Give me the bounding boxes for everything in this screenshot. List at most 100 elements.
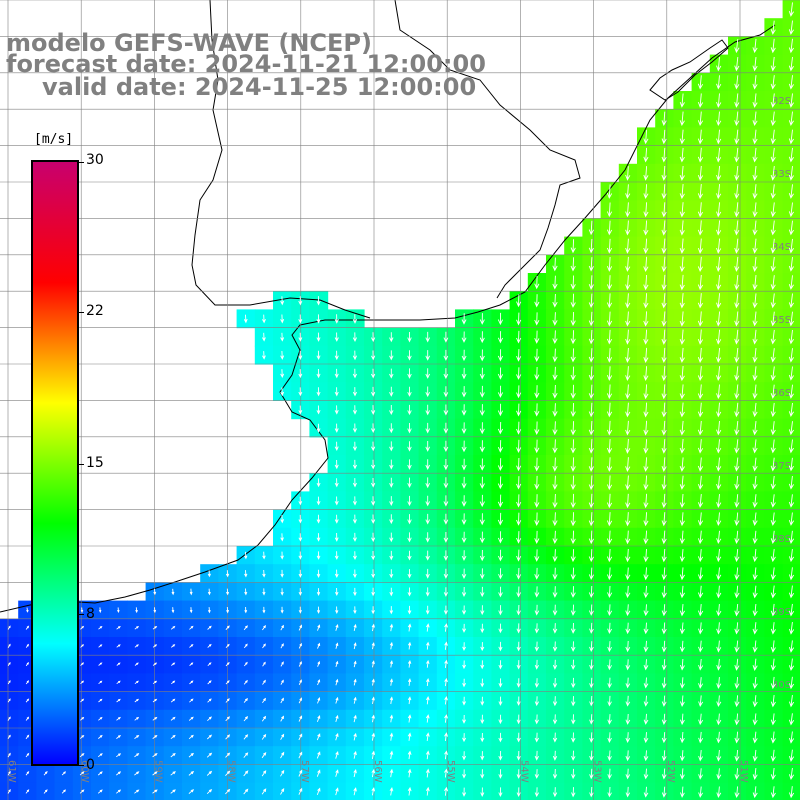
wind-arrow (352, 350, 358, 361)
wind-arrow (462, 769, 467, 779)
wind-arrow (716, 202, 722, 218)
wind-arrow (389, 496, 394, 506)
wind-arrow (462, 678, 466, 688)
wind-arrow (661, 530, 667, 545)
wind-arrow (534, 549, 540, 562)
wind-arrow (625, 184, 631, 199)
wind-arrow (770, 676, 776, 690)
wind-arrow (534, 567, 540, 580)
wind-arrow (516, 623, 521, 634)
wind-arrow (716, 786, 722, 798)
wind-arrow (697, 274, 703, 291)
wind-arrow (734, 402, 740, 418)
wind-arrow (371, 787, 376, 796)
wind-arrow (679, 604, 685, 617)
wind-arrow (516, 586, 521, 598)
wind-arrow (625, 275, 631, 291)
wind-arrow (335, 624, 339, 631)
wind-arrow (570, 293, 576, 308)
wind-arrow (625, 402, 631, 418)
wind-arrow (407, 750, 412, 760)
wind-arrow (316, 769, 321, 777)
wind-arrow (752, 275, 758, 291)
wind-arrow (407, 732, 412, 741)
wind-arrow (716, 220, 722, 236)
wind-arrow (480, 642, 485, 652)
forecast-date: forecast date: 2024-11-21 12:00:00 (6, 50, 486, 78)
wind-arrow (570, 604, 576, 616)
wind-arrow (661, 129, 667, 145)
wind-arrow (353, 623, 357, 632)
wind-arrow (643, 493, 649, 509)
wind-arrow (679, 111, 685, 127)
wind-arrow (334, 423, 339, 433)
colorbar-tickmark (79, 614, 84, 615)
wind-arrow (317, 660, 321, 667)
wind-arrow (352, 405, 358, 415)
wind-arrow (734, 347, 740, 363)
wind-arrow (770, 749, 776, 762)
wind-arrow (716, 274, 722, 291)
wind-arrow (207, 716, 212, 722)
wind-arrow (643, 238, 649, 254)
wind-arrow (425, 386, 431, 398)
wind-arrow (61, 771, 66, 776)
wind-arrow (770, 293, 776, 309)
wind-arrow (262, 551, 266, 560)
wind-arrow (643, 640, 649, 653)
wind-arrow (516, 403, 522, 417)
wind-arrow (697, 585, 704, 599)
wind-arrow (134, 662, 139, 666)
wind-arrow (316, 314, 321, 324)
coastline-uruguay-river (191, 0, 371, 319)
wind-arrow (25, 716, 30, 721)
wind-arrow (189, 607, 193, 614)
wind-arrow (606, 366, 613, 381)
wind-arrow (389, 641, 394, 650)
wind-arrow (643, 512, 649, 527)
wind-arrow (425, 714, 430, 723)
wind-arrow (697, 311, 703, 327)
wind-arrow (262, 314, 266, 324)
wind-arrow (98, 716, 103, 721)
wind-arrow (189, 644, 194, 648)
wind-arrow (316, 733, 321, 741)
wind-arrow (661, 732, 667, 744)
colorbar-tickmark (79, 464, 84, 465)
wind-arrow (625, 768, 631, 780)
wind-arrow (461, 513, 467, 526)
wind-arrow (479, 458, 485, 471)
wind-arrow (335, 787, 339, 796)
wind-arrow (498, 769, 503, 779)
wind-arrow (697, 75, 704, 90)
wind-arrow (516, 604, 521, 616)
wind-arrow (443, 422, 449, 434)
wind-arrow (170, 752, 176, 758)
wind-arrow (479, 440, 485, 453)
colorbar-tick-label: 22 (86, 303, 104, 319)
wind-arrow (552, 439, 558, 454)
wind-arrow (752, 713, 758, 726)
wind-arrow (516, 678, 521, 688)
longitude-label: 51W (738, 760, 749, 783)
wind-arrow (479, 476, 485, 489)
colorbar-tickmark (79, 765, 84, 766)
wind-arrow (443, 459, 449, 471)
wind-arrow (371, 532, 376, 543)
wind-arrow (643, 475, 649, 491)
wind-arrow (625, 567, 631, 581)
wind-arrow (443, 477, 449, 489)
wind-arrow (353, 606, 357, 615)
wind-arrow (389, 423, 394, 434)
wind-arrow (316, 787, 321, 796)
wind-arrow (371, 587, 376, 597)
wind-arrow (679, 384, 685, 400)
wind-arrow (734, 366, 740, 381)
wind-arrow (770, 275, 776, 291)
wind-arrow (698, 768, 703, 780)
wind-arrow (497, 531, 504, 544)
wind-arrow (734, 93, 740, 108)
wind-arrow (298, 405, 303, 415)
wind-arrow (734, 457, 740, 472)
wind-arrow (734, 658, 740, 671)
